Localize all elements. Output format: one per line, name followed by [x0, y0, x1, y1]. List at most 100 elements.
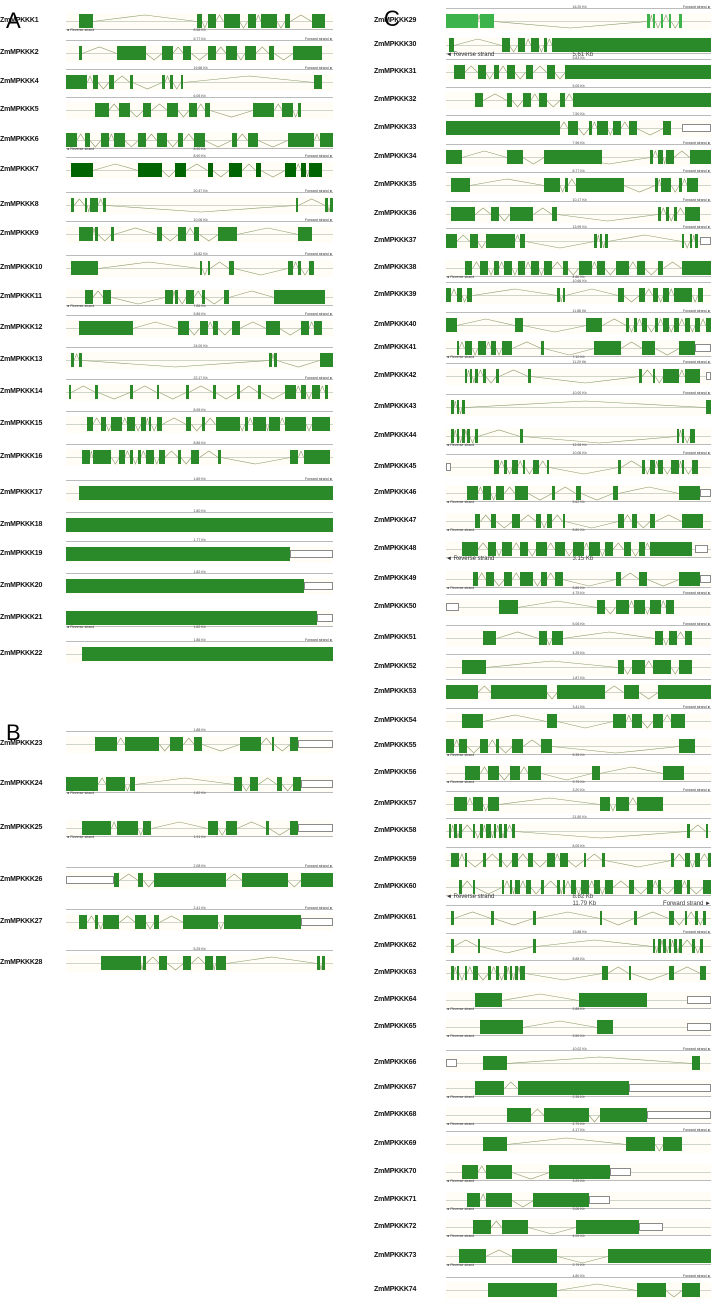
gene-track: 8.86 Kb — [66, 441, 333, 466]
gene-track: 3.29 Kb ◄ Reverse strand — [446, 1163, 711, 1183]
intron — [496, 824, 500, 832]
scale-bar — [66, 835, 333, 837]
intron — [477, 685, 492, 693]
exon-box — [127, 417, 136, 431]
gene-baseline — [446, 746, 711, 747]
gene-label: ZmMPKKK47 — [374, 517, 417, 524]
intron — [210, 261, 230, 269]
exon-box — [114, 873, 120, 887]
intron — [183, 133, 195, 141]
scale-bar — [66, 314, 333, 316]
intron — [506, 1056, 693, 1064]
gene-label: ZmMPKKK66 — [374, 1059, 417, 1066]
scale-label: 11.79 Kb — [572, 900, 597, 907]
gene-track: 7.85 Kb ◄ Reverse strand — [66, 288, 333, 308]
intron — [188, 327, 200, 335]
intron — [604, 685, 624, 693]
gene-track: 3.20 Kb Forward strand ► — [446, 788, 711, 813]
exon-box — [159, 956, 168, 970]
intron — [97, 391, 131, 399]
panel-letter-c: C — [384, 6, 400, 31]
scale-bar — [66, 191, 333, 193]
exon-box — [652, 14, 656, 28]
intron — [604, 859, 672, 867]
gene-label: ZmMPKKK64 — [374, 996, 417, 1003]
gene-label: ZmMPKKK21 — [0, 614, 43, 621]
intron — [137, 827, 144, 836]
intron — [268, 827, 291, 835]
exon-box — [687, 880, 690, 894]
exon-box — [453, 65, 465, 79]
exon-box — [79, 486, 333, 500]
intron-lines — [477, 571, 680, 587]
intron-lines — [119, 873, 302, 887]
utr-box — [695, 545, 709, 553]
gene-label: ZmMPKKK32 — [374, 96, 417, 103]
gene-track: 1.82 Kb ◄ Reverse strand — [66, 609, 333, 629]
gene-label: ZmMPKKK56 — [374, 769, 417, 776]
exon-box — [140, 417, 147, 431]
exon-box — [330, 198, 333, 212]
intron — [298, 449, 304, 458]
exon-box — [504, 824, 507, 838]
intron — [517, 966, 521, 974]
exon-box — [207, 261, 211, 275]
intron — [159, 915, 184, 923]
intron — [546, 691, 558, 699]
exon-box — [639, 572, 648, 586]
scale-label: 8.58 Kb — [193, 27, 206, 32]
exon-box — [493, 824, 497, 838]
intron — [241, 783, 251, 792]
exon-box — [650, 460, 656, 474]
scale-label: 4.25 Kb — [572, 650, 585, 655]
intron — [657, 178, 661, 186]
intron — [467, 859, 484, 867]
intron — [145, 52, 163, 60]
intron — [477, 240, 487, 249]
exon-box — [509, 207, 534, 221]
exon-box — [472, 824, 476, 838]
gene-label: ZmMPKKK58 — [374, 827, 417, 834]
scale-bar — [446, 355, 711, 357]
exon-box — [493, 460, 499, 474]
exon-box — [290, 450, 299, 464]
gene-track: 8.90 Kb Forward strand ► — [66, 154, 333, 179]
exon-box — [178, 133, 184, 147]
intron — [458, 340, 465, 349]
intron — [204, 417, 216, 425]
exon-box — [578, 261, 592, 275]
scale-bar — [66, 949, 333, 951]
exon-box — [684, 369, 701, 383]
exon-box — [202, 290, 205, 304]
gene-baseline — [446, 214, 711, 215]
exon-box — [703, 911, 706, 925]
exon-box — [199, 321, 208, 335]
intron-lines — [453, 738, 680, 753]
exon-box — [689, 429, 696, 443]
exon-box — [612, 121, 621, 135]
intron-lines — [522, 1020, 598, 1028]
gene-label: ZmMPKKK24 — [0, 780, 43, 787]
gene-baseline — [446, 804, 711, 805]
exon-box — [679, 660, 693, 674]
scale-label: 1.91 Kb — [193, 834, 206, 839]
intron — [684, 240, 691, 249]
gene-label: ZmMPKKK1 — [0, 17, 39, 24]
intron-lines — [92, 13, 312, 29]
exon-box — [84, 133, 91, 147]
gene-track: 13.88 Kb Forward strand ► — [446, 930, 711, 955]
exon-box — [464, 341, 473, 355]
gene-baseline — [446, 860, 711, 861]
intron-lines — [92, 416, 312, 432]
intron-lines — [76, 132, 320, 147]
intron — [145, 956, 160, 964]
exon-box — [673, 939, 677, 953]
scale-bar — [446, 1095, 711, 1097]
exon-box — [459, 739, 468, 753]
intron — [106, 204, 296, 212]
exon-box — [156, 417, 163, 431]
gene-baseline — [66, 828, 333, 829]
gene-track: 5.25 Kb — [66, 947, 333, 972]
exon-box — [615, 572, 621, 586]
intron — [546, 541, 555, 550]
